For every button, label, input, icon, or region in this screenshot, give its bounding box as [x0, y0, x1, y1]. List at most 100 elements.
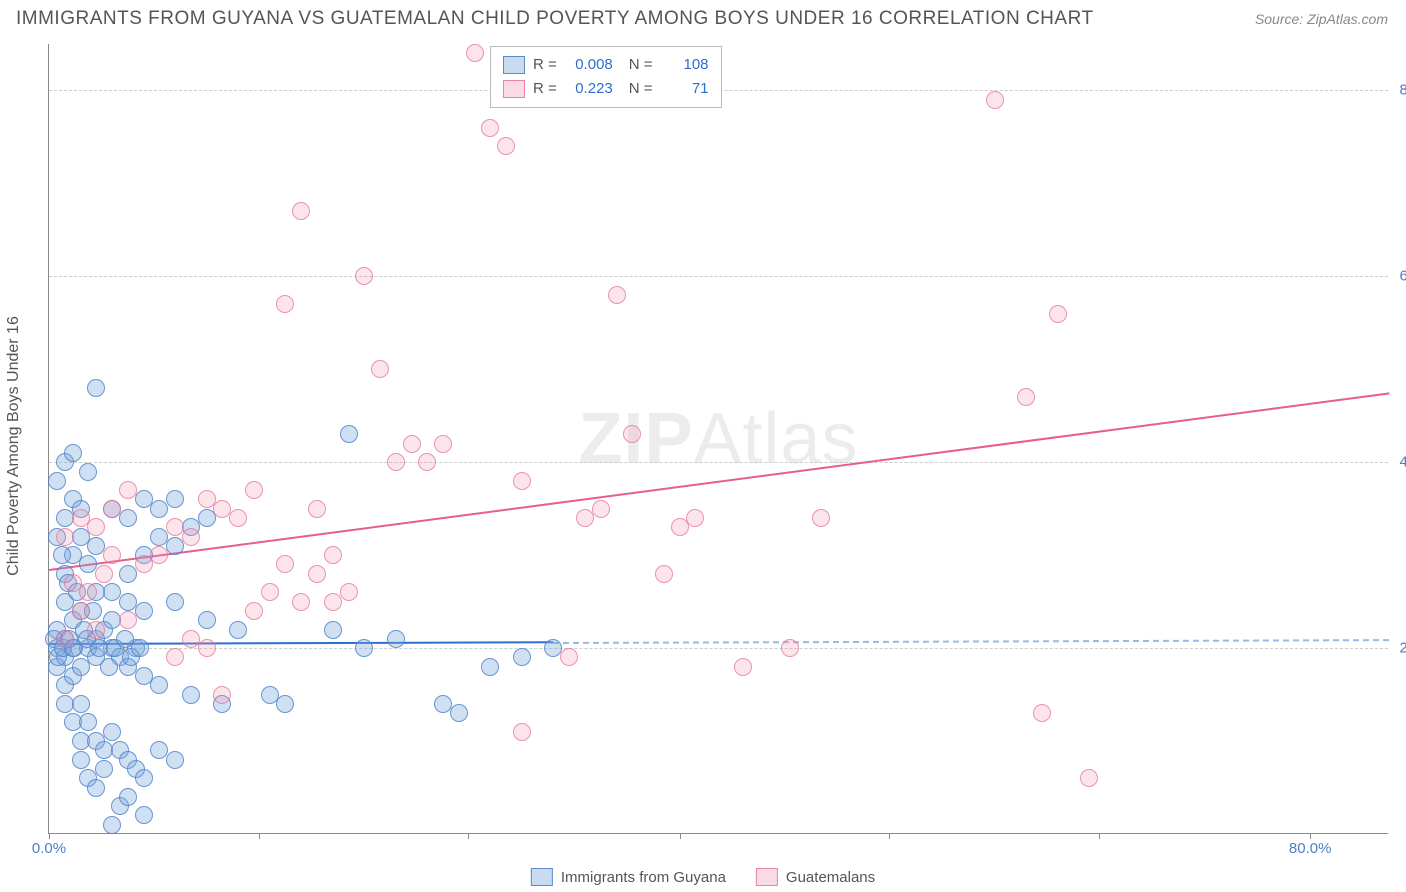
legend-swatch-pink — [503, 80, 525, 98]
data-point — [497, 137, 515, 155]
data-point — [387, 630, 405, 648]
data-point — [340, 583, 358, 601]
data-point — [87, 621, 105, 639]
data-point — [64, 444, 82, 462]
data-point — [150, 676, 168, 694]
scatter-chart: ZIPAtlas 20.0%40.0%60.0%80.0%0.0%80.0% — [48, 44, 1388, 834]
data-point — [481, 119, 499, 137]
data-point — [1080, 769, 1098, 787]
data-point — [119, 509, 137, 527]
data-point — [655, 565, 673, 583]
data-point — [198, 639, 216, 657]
data-point — [135, 806, 153, 824]
data-point — [292, 593, 310, 611]
data-point — [229, 509, 247, 527]
source-attribution: Source: ZipAtlas.com — [1255, 11, 1388, 27]
data-point — [1017, 388, 1035, 406]
series-legend: Immigrants from Guyana Guatemalans — [531, 868, 875, 886]
legend-item-blue: Immigrants from Guyana — [531, 868, 726, 886]
chart-header: IMMIGRANTS FROM GUYANA VS GUATEMALAN CHI… — [0, 0, 1406, 36]
data-point — [481, 658, 499, 676]
data-point — [324, 621, 342, 639]
legend-row-pink: R = 0.223 N = 71 — [503, 77, 709, 101]
data-point — [513, 648, 531, 666]
data-point — [1033, 704, 1051, 722]
gridline — [49, 462, 1388, 463]
legend-item-pink: Guatemalans — [756, 868, 875, 886]
x-tick-mark — [1099, 833, 1100, 839]
data-point — [560, 648, 578, 666]
data-point — [166, 751, 184, 769]
data-point — [623, 425, 641, 443]
data-point — [79, 463, 97, 481]
data-point — [72, 751, 90, 769]
x-tick-mark — [468, 833, 469, 839]
data-point — [103, 500, 121, 518]
data-point — [100, 658, 118, 676]
data-point — [87, 518, 105, 536]
legend-swatch-blue — [503, 56, 525, 74]
data-point — [371, 360, 389, 378]
data-point — [87, 379, 105, 397]
legend-row-blue: R = 0.008 N = 108 — [503, 53, 709, 77]
data-point — [245, 602, 263, 620]
data-point — [686, 509, 704, 527]
data-point — [245, 481, 263, 499]
data-point — [131, 639, 149, 657]
data-point — [72, 695, 90, 713]
data-point — [213, 686, 231, 704]
data-point — [418, 453, 436, 471]
data-point — [48, 472, 66, 490]
data-point — [355, 267, 373, 285]
y-axis-label: Child Poverty Among Boys Under 16 — [5, 316, 23, 576]
data-point — [387, 453, 405, 471]
x-tick-mark — [49, 833, 50, 839]
x-tick-label: 0.0% — [32, 840, 66, 857]
data-point — [229, 621, 247, 639]
data-point — [340, 425, 358, 443]
data-point — [79, 713, 97, 731]
data-point — [182, 686, 200, 704]
data-point — [119, 611, 137, 629]
data-point — [276, 695, 294, 713]
data-point — [324, 546, 342, 564]
data-point — [466, 44, 484, 62]
data-point — [119, 481, 137, 499]
data-point — [403, 435, 421, 453]
data-point — [292, 202, 310, 220]
x-tick-label: 80.0% — [1289, 840, 1332, 857]
data-point — [434, 435, 452, 453]
x-tick-mark — [259, 833, 260, 839]
data-point — [166, 490, 184, 508]
data-point — [103, 546, 121, 564]
y-tick-label: 20.0% — [1399, 640, 1406, 657]
data-point — [150, 546, 168, 564]
data-point — [87, 779, 105, 797]
data-point — [355, 639, 373, 657]
data-point — [56, 528, 74, 546]
data-point — [308, 565, 326, 583]
y-tick-label: 40.0% — [1399, 454, 1406, 471]
x-tick-mark — [1310, 833, 1311, 839]
chart-title: IMMIGRANTS FROM GUYANA VS GUATEMALAN CHI… — [16, 8, 1094, 30]
data-point — [103, 723, 121, 741]
data-point — [103, 816, 121, 834]
x-tick-mark — [680, 833, 681, 839]
data-point — [72, 602, 90, 620]
gridline — [49, 648, 1388, 649]
data-point — [198, 611, 216, 629]
y-tick-label: 80.0% — [1399, 82, 1406, 99]
data-point — [276, 555, 294, 573]
data-point — [812, 509, 830, 527]
data-point — [324, 593, 342, 611]
data-point — [79, 583, 97, 601]
data-point — [166, 593, 184, 611]
data-point — [95, 760, 113, 778]
data-point — [53, 546, 71, 564]
data-point — [308, 500, 326, 518]
trendline — [553, 639, 1389, 644]
x-tick-mark — [889, 833, 890, 839]
data-point — [986, 91, 1004, 109]
data-point — [450, 704, 468, 722]
y-tick-label: 60.0% — [1399, 268, 1406, 285]
